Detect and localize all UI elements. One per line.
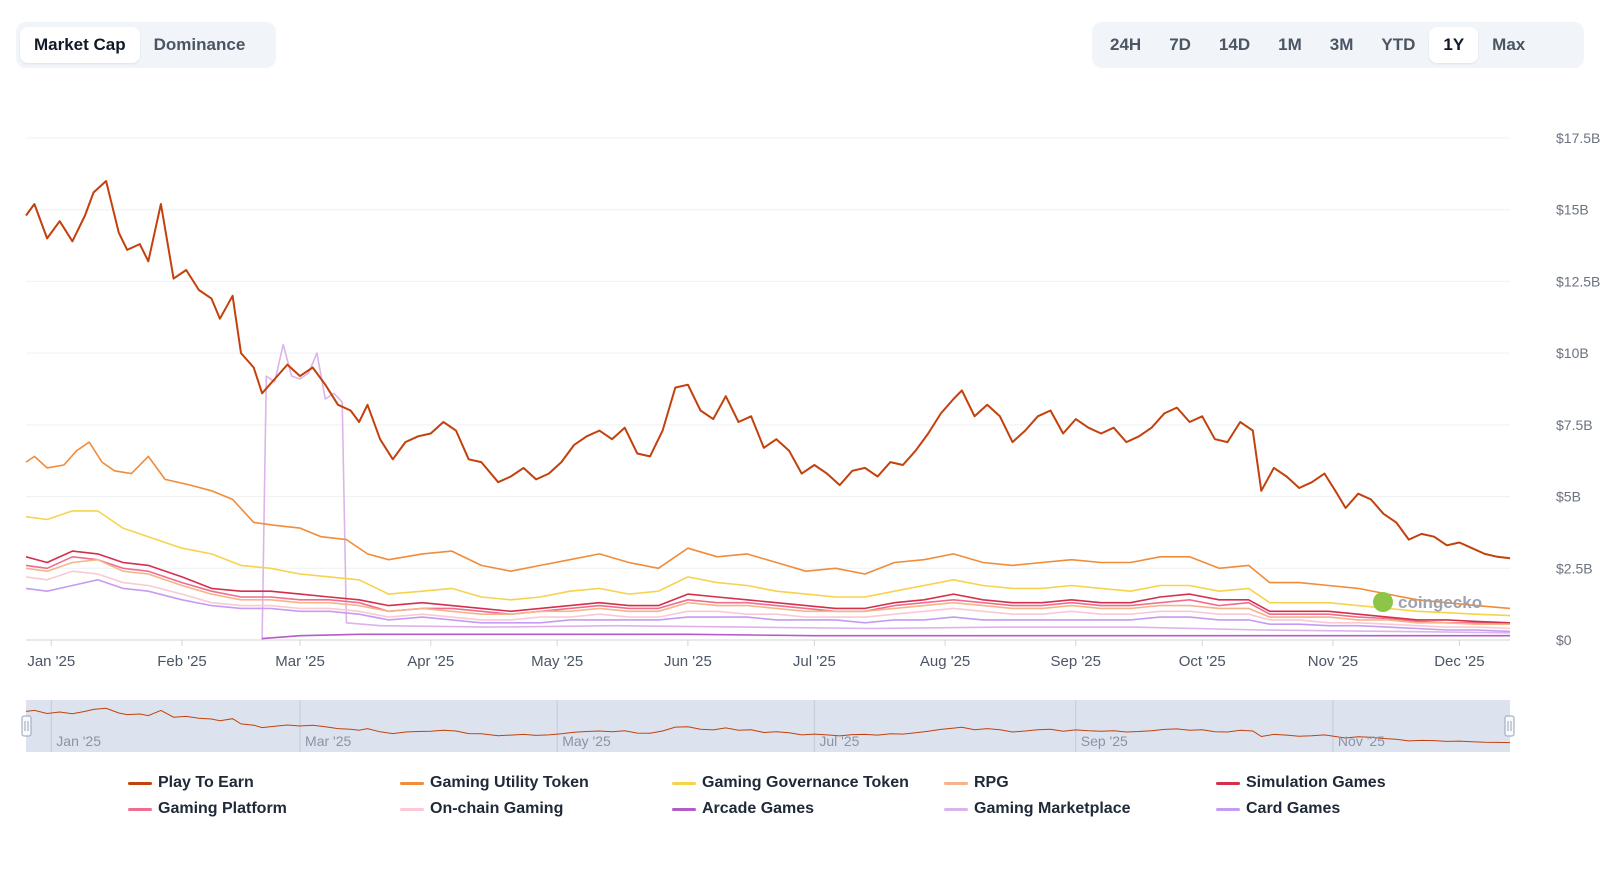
x-tick-label: Jul '25 (793, 653, 836, 670)
series-line-gaming-governance-token (25, 510, 1511, 617)
range-24h-button[interactable]: 24H (1110, 35, 1142, 54)
y-tick-label: $17.5B (1556, 130, 1600, 146)
watermark-text: coingecko (1398, 593, 1482, 612)
y-gridlines (26, 137, 1510, 641)
y-tick-label: $10B (1556, 345, 1589, 361)
legend-label: Gaming Platform (158, 800, 287, 817)
legend-item-gaming-governance-token[interactable]: Gaming Governance Token (672, 772, 944, 794)
legend-swatch (944, 781, 968, 785)
legend-item-gaming-marketplace[interactable]: Gaming Marketplace (944, 798, 1216, 820)
navigator-tick-label: Jul '25 (819, 733, 859, 749)
navigator-gridlines (50, 700, 1334, 752)
navigator-line (25, 707, 1511, 744)
legend-item-simulation-games[interactable]: Simulation Games (1216, 772, 1488, 794)
x-tick-label: Aug '25 (920, 653, 970, 670)
navigator-tick-label: Nov '25 (1338, 733, 1385, 749)
navigator-tick-label: Sep '25 (1081, 733, 1128, 749)
y-tick-label: $5B (1556, 489, 1581, 505)
navigator-right-handle[interactable] (1504, 715, 1515, 737)
x-tick-label: Oct '25 (1179, 653, 1226, 670)
range-ytd-button[interactable]: YTD (1381, 35, 1416, 54)
coingecko-watermark: coingecko (1373, 592, 1482, 612)
range-7d-button[interactable]: 7D (1169, 35, 1191, 54)
navigator-tick-label: Jan '25 (56, 733, 101, 749)
legend-swatch (128, 781, 152, 785)
y-tick-label: $0 (1556, 632, 1572, 648)
navigator-left-handle[interactable] (21, 715, 32, 737)
navigator-tick-label: Mar '25 (305, 733, 351, 749)
series-line-rpg (25, 558, 1510, 625)
series-line-gaming-platform (25, 556, 1511, 625)
legend-item-gaming-utility-token[interactable]: Gaming Utility Token (400, 772, 672, 794)
series-line-simulation-games (25, 550, 1511, 624)
legend-label: Card Games (1246, 800, 1341, 817)
range-1m-button[interactable]: 1M (1278, 35, 1302, 54)
range-max-button[interactable]: Max (1492, 35, 1526, 54)
x-tick-label: Mar '25 (275, 653, 325, 670)
legend-swatch (1216, 807, 1240, 811)
x-tick-label: Jun '25 (664, 653, 712, 670)
chart-legend: Play To Earn Gaming Utility Token Gaming… (128, 772, 1528, 820)
range-navigator[interactable]: Jan '25 Mar '25 May '25 Jul '25 Sep '25 Nov '… (21, 700, 1515, 752)
legend-swatch (400, 807, 424, 811)
x-axis: Jan '25 Feb '25 Mar '25 Apr '25 May '25 Jun '… (27, 640, 1485, 670)
legend-swatch (1216, 781, 1240, 785)
gecko-logo-icon (1373, 592, 1393, 612)
legend-label: On-chain Gaming (430, 800, 564, 817)
legend-label: Gaming Utility Token (430, 774, 589, 791)
y-tick-label: $2.5B (1556, 560, 1593, 576)
legend-label: Simulation Games (1246, 774, 1386, 791)
legend-item-rpg[interactable]: RPG (944, 772, 1216, 794)
series-line-arcade-games (262, 633, 1510, 640)
legend-swatch (128, 807, 152, 811)
range-14d-button[interactable]: 14D (1218, 35, 1251, 54)
x-tick-label: Apr '25 (407, 653, 454, 670)
legend-label: Gaming Governance Token (702, 774, 909, 791)
x-tick-label: Sep '25 (1051, 653, 1101, 670)
navigator-tick-label: May '25 (562, 733, 611, 749)
x-tick-label: Nov '25 (1308, 653, 1358, 670)
legend-label: Arcade Games (702, 800, 815, 817)
series-line-gaming-utility-token (25, 441, 1511, 610)
legend-swatch (944, 807, 968, 811)
legend-item-arcade-games[interactable]: Arcade Games (672, 798, 944, 820)
x-tick-label: Jan '25 (27, 653, 75, 670)
tab-market-cap[interactable]: Market Cap (20, 27, 140, 63)
series-line-play-to-earn (25, 180, 1511, 560)
legend-label: Gaming Marketplace (974, 800, 1131, 817)
legend-item-card-games[interactable]: Card Games (1216, 798, 1488, 820)
y-tick-label: $12.5B (1556, 273, 1600, 289)
series-lines (25, 180, 1511, 641)
navigator-background (26, 700, 1510, 752)
legend-item-gaming-platform[interactable]: Gaming Platform (128, 798, 400, 820)
range-selector: 24H 7D 14D 1M 3M YTD 1Y Max (1092, 22, 1584, 68)
metric-toggle: Market Cap Dominance (16, 22, 276, 68)
legend-item-play-to-earn[interactable]: Play To Earn (128, 772, 400, 794)
series-line-on-chain-gaming (25, 570, 1511, 630)
range-3m-button[interactable]: 3M (1329, 35, 1354, 54)
tab-dominance[interactable]: Dominance (153, 35, 246, 54)
y-tick-label: $7.5B (1556, 417, 1593, 433)
x-tick-label: Dec '25 (1434, 653, 1484, 670)
series-line-card-games (25, 579, 1511, 633)
legend-label: Play To Earn (158, 774, 254, 791)
series-line-gaming-marketplace (261, 343, 1511, 641)
legend-swatch (672, 807, 696, 811)
legend-item-on-chain-gaming[interactable]: On-chain Gaming (400, 798, 672, 820)
legend-swatch (400, 781, 424, 785)
y-axis: $0 $2.5B $5B $7.5B $10B $12.5B $15B $17.5B (1556, 130, 1600, 648)
x-tick-label: Feb '25 (157, 653, 207, 670)
legend-swatch (672, 781, 696, 785)
legend-label: RPG (974, 774, 1009, 791)
range-1y-button[interactable]: 1Y (1429, 27, 1479, 63)
navigator-labels: Jan '25 Mar '25 May '25 Jul '25 Sep '25 Nov '… (56, 733, 1385, 749)
market-cap-chart: $0 $2.5B $5B $7.5B $10B $12.5B $15B $17.5B Jan … (21, 130, 1600, 752)
x-tick-label: May '25 (531, 653, 583, 670)
y-tick-label: $15B (1556, 202, 1589, 218)
